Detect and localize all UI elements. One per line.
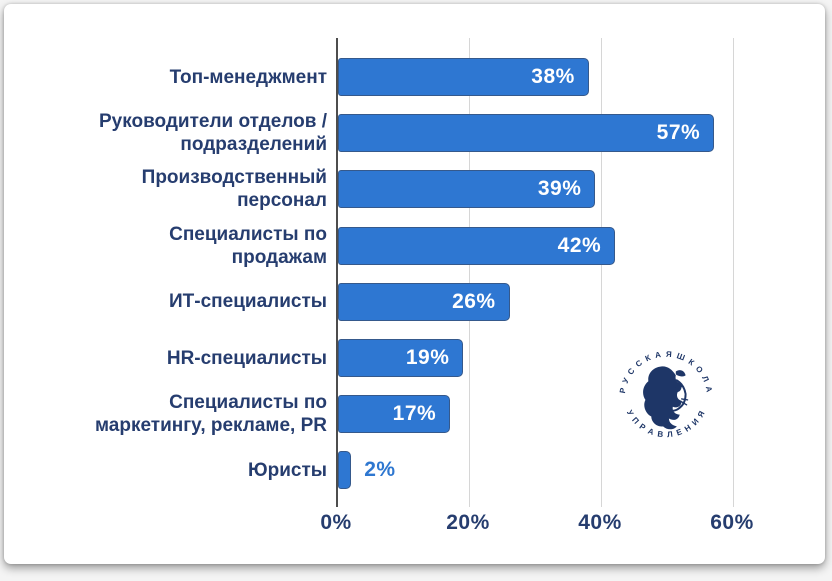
category-label: Специалисты по маркетингу, рекламе, PR [95,392,327,437]
x-tick-label: 40% [578,511,622,534]
category-label: Руководители отделов / подразделений [98,111,327,156]
bar: 39% [338,170,596,209]
category-label: ИТ-специалисты [169,291,327,313]
x-tick-label: 0% [320,511,352,534]
bar-value-label: 19% [405,346,450,369]
lion-head-icon [643,366,689,430]
category-label: Топ-менеджмент [169,66,327,88]
chart-card: Топ-менеджмент Руководители отделов / под… [4,4,825,564]
bar: 17% [338,395,451,434]
bar-value-label: 26% [452,289,496,313]
plot-area: 38% 57% 39% 42% 26% 19% 17% 2% [336,38,798,507]
category-label: Производственный персонал [141,167,327,212]
category-label: Специалисты по продажам [169,223,327,268]
category-axis: Топ-менеджмент Руководители отделов / под… [18,38,327,507]
x-tick-label: 60% [710,511,754,534]
bar-value-label: 39% [537,177,582,201]
bar: 19% [338,339,464,377]
x-gridline [733,38,734,507]
bar-value-label: 38% [531,65,575,88]
category-label: Юристы [248,459,327,481]
bar-value-label: 42% [557,233,602,257]
bar: 38% [338,58,589,96]
bar-value-label: 2% [364,458,396,482]
bar: 42% [338,226,616,265]
category-label: HR-специалисты [166,347,327,369]
x-gridline [469,38,470,507]
bar: 2% [338,451,395,490]
bar: 57% [338,114,715,153]
x-gridline [601,38,602,507]
bar: 26% [338,282,510,321]
bar-value-label: 17% [392,402,437,426]
bar-value-label: 57% [656,121,701,145]
x-tick-label: 20% [446,511,490,534]
russian-school-of-management-logo: • Р У С С К А Я Ш К О Л А • У П Р А В Л … [617,345,713,439]
